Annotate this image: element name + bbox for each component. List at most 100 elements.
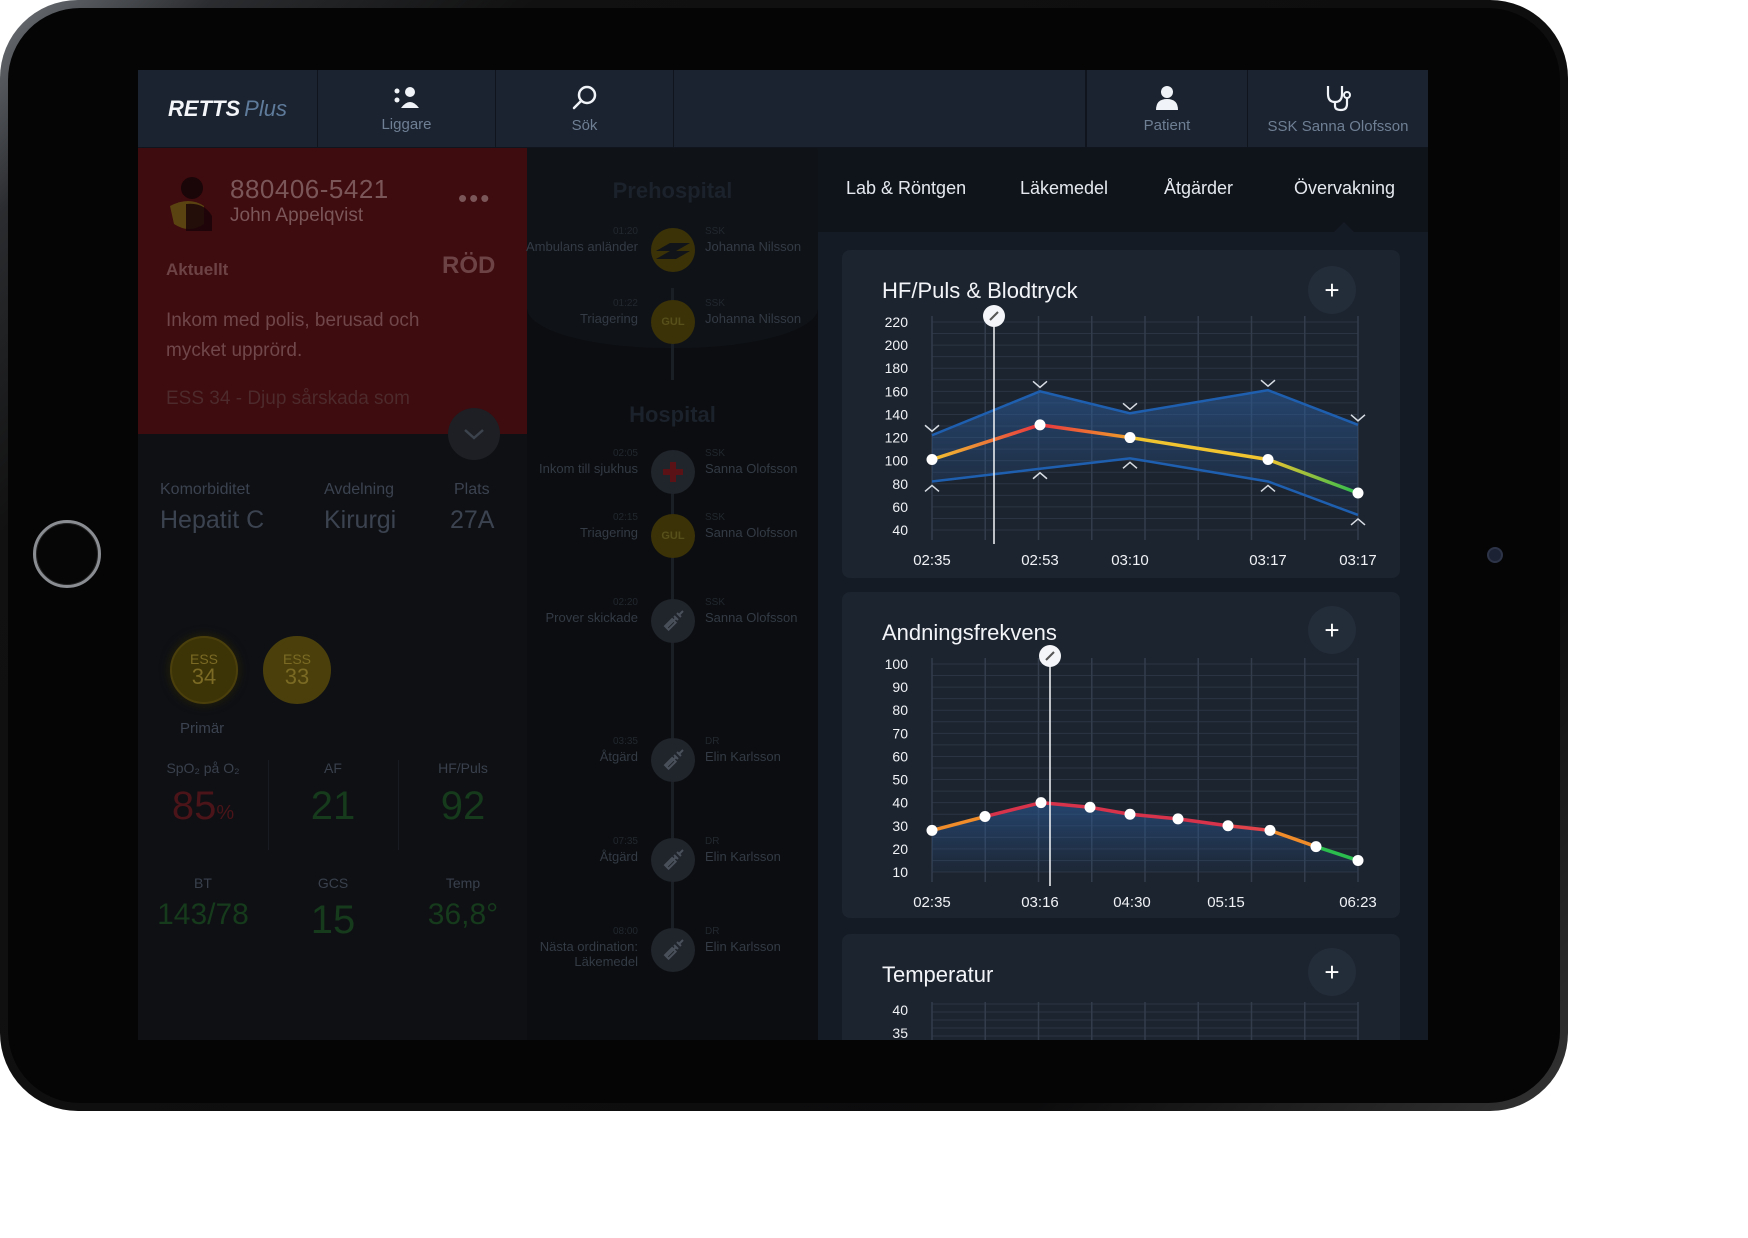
brand-logo[interactable]: RETTS Plus — [138, 70, 318, 148]
timeline-panel: Prehospital Hospital 01:20 Ambulans anlän… — [526, 148, 818, 1040]
home-button[interactable] — [33, 520, 101, 588]
expand-card-button[interactable] — [448, 408, 500, 460]
patient-personal-number: 880406-5421 — [230, 174, 389, 204]
nav-patient[interactable]: Patient — [1086, 70, 1248, 148]
event-role: DR — [705, 926, 720, 937]
timeline-event-staff: DR Elin Karlsson — [705, 734, 805, 764]
y-tick-label: 35 — [892, 1025, 908, 1040]
nav-user[interactable]: SSK Sanna Olofsson — [1248, 70, 1428, 148]
event-time: 01:22 — [612, 298, 638, 309]
y-tick-label: 20 — [892, 841, 908, 857]
event-role: SSK — [705, 597, 726, 608]
triage-badge[interactable]: GUL — [651, 514, 695, 558]
event-person: Elin Karlsson — [705, 939, 781, 954]
y-tick-label: 70 — [892, 725, 908, 741]
vitals-divider — [268, 760, 269, 850]
patient-name: John Appelqvist — [230, 205, 364, 226]
event-person: Sanna Olofsson — [705, 610, 798, 625]
syringe-icon[interactable] — [651, 738, 695, 782]
y-tick-label: 140 — [885, 406, 909, 422]
chart-title-hf-puls: HF/Puls & Blodtryck — [882, 278, 1078, 303]
event-role: SSK — [705, 298, 726, 309]
event-action: Åtgärd — [599, 749, 638, 764]
vital-label: GCS — [317, 875, 349, 891]
add-measurement-button[interactable]: + — [1308, 606, 1356, 654]
timeline-event-staff: DR Elin Karlsson — [705, 834, 805, 864]
rr-point — [1264, 824, 1276, 836]
y-tick-label: 100 — [885, 453, 909, 469]
timeline-event-staff: SSK Sanna Olofsson — [705, 510, 805, 540]
plus-icon: + — [1324, 274, 1340, 305]
y-tick-label: 90 — [892, 679, 908, 695]
add-measurement-button[interactable]: + — [1308, 948, 1356, 996]
syringe-glyph — [663, 849, 684, 871]
timeline-event-action: 02:20 Prover skickade — [518, 595, 638, 625]
event-person: Sanna Olofsson — [705, 461, 798, 476]
ess-description: ESS 34 - Djup sårskada som — [166, 388, 410, 409]
timeline-event-staff: SSK Sanna Olofsson — [705, 595, 805, 625]
vital-number: 36,8° — [427, 898, 499, 931]
rr-point — [1172, 813, 1184, 825]
person-icon — [1156, 85, 1178, 110]
rr-point — [1222, 820, 1234, 832]
prehospital-heading: Prehospital — [612, 178, 733, 203]
systolic-marker — [1350, 414, 1366, 422]
priority-level: RÖD — [442, 252, 496, 279]
nav-user-label: SSK Sanna Olofsson — [1267, 117, 1409, 135]
vital-number: 85 — [171, 784, 217, 828]
chart-title-andningsfrekvens: Andningsfrekvens — [882, 620, 1057, 645]
vital-label: SpO₂ på O₂ — [166, 760, 240, 776]
y-tick-label: 50 — [892, 772, 908, 788]
event-action: Nästa ordination: Läkemedel — [539, 939, 638, 969]
event-role: DR — [705, 836, 720, 847]
nav-patient-label: Patient — [1143, 116, 1191, 134]
x-tick-label: 04:30 — [1113, 894, 1151, 911]
rr-point — [1035, 797, 1047, 809]
event-time: 03:35 — [612, 736, 638, 747]
triage-badge-label: GUL — [661, 530, 685, 542]
event-role: DR — [705, 736, 720, 747]
pulse-point — [1262, 454, 1274, 466]
chart-grid — [931, 658, 1359, 882]
y-tick-label: 40 — [892, 795, 908, 811]
tab-lakemedel[interactable]: Läkemedel — [1020, 178, 1109, 198]
syringe-icon[interactable] — [651, 928, 695, 972]
rr-line-segment — [1226, 824, 1272, 833]
more-options-icon[interactable]: ••• — [458, 183, 492, 213]
triage-badge[interactable]: GUL — [651, 300, 695, 344]
event-action: Triagering — [579, 311, 638, 326]
ess-primary-badge[interactable]: ESS 34 — [170, 636, 238, 704]
nav-sok[interactable]: Sök — [496, 70, 674, 148]
event-time: 02:20 — [612, 597, 638, 608]
rr-line-segment — [1128, 812, 1180, 821]
place-value: 27A — [450, 506, 495, 534]
systolic-marker — [1122, 402, 1138, 411]
timeline-event-action: 08:00 Nästa ordination: Läkemedel — [518, 924, 638, 969]
front-camera — [1487, 547, 1503, 563]
nav-liggare[interactable]: Liggare — [318, 70, 496, 148]
event-person: Sanna Olofsson — [705, 525, 798, 540]
event-time: 08:00 — [612, 926, 638, 937]
event-time: 01:20 — [612, 226, 638, 237]
rr-point — [1124, 808, 1136, 820]
add-measurement-button[interactable]: + — [1308, 266, 1356, 314]
tab-lab-rontgen[interactable]: Lab & Röntgen — [846, 178, 967, 198]
event-role: SSK — [705, 226, 726, 237]
ess-primary-prefix: ESS — [189, 651, 218, 667]
plus-icon: + — [1324, 956, 1340, 987]
syringe-icon[interactable] — [651, 838, 695, 882]
tab-atgarder[interactable]: Åtgärder — [1164, 178, 1234, 198]
syringe-icon[interactable] — [651, 599, 695, 643]
vital-label: AF — [324, 760, 342, 776]
systolic-line — [931, 388, 1359, 437]
timeline-event-staff: SSK Johanna Nilsson — [705, 296, 805, 326]
hospital-cross-icon[interactable] — [651, 450, 695, 494]
y-tick-label: 120 — [885, 430, 909, 446]
ess-secondary-badge[interactable]: ESS 33 — [263, 636, 331, 704]
ambulance-icon[interactable] — [651, 228, 695, 272]
rr-line-segment — [1176, 817, 1230, 828]
event-time: 02:05 — [612, 448, 638, 459]
tab-overvakning[interactable]: Övervakning — [1294, 178, 1396, 198]
x-tick-label: 06:23 — [1339, 894, 1377, 911]
